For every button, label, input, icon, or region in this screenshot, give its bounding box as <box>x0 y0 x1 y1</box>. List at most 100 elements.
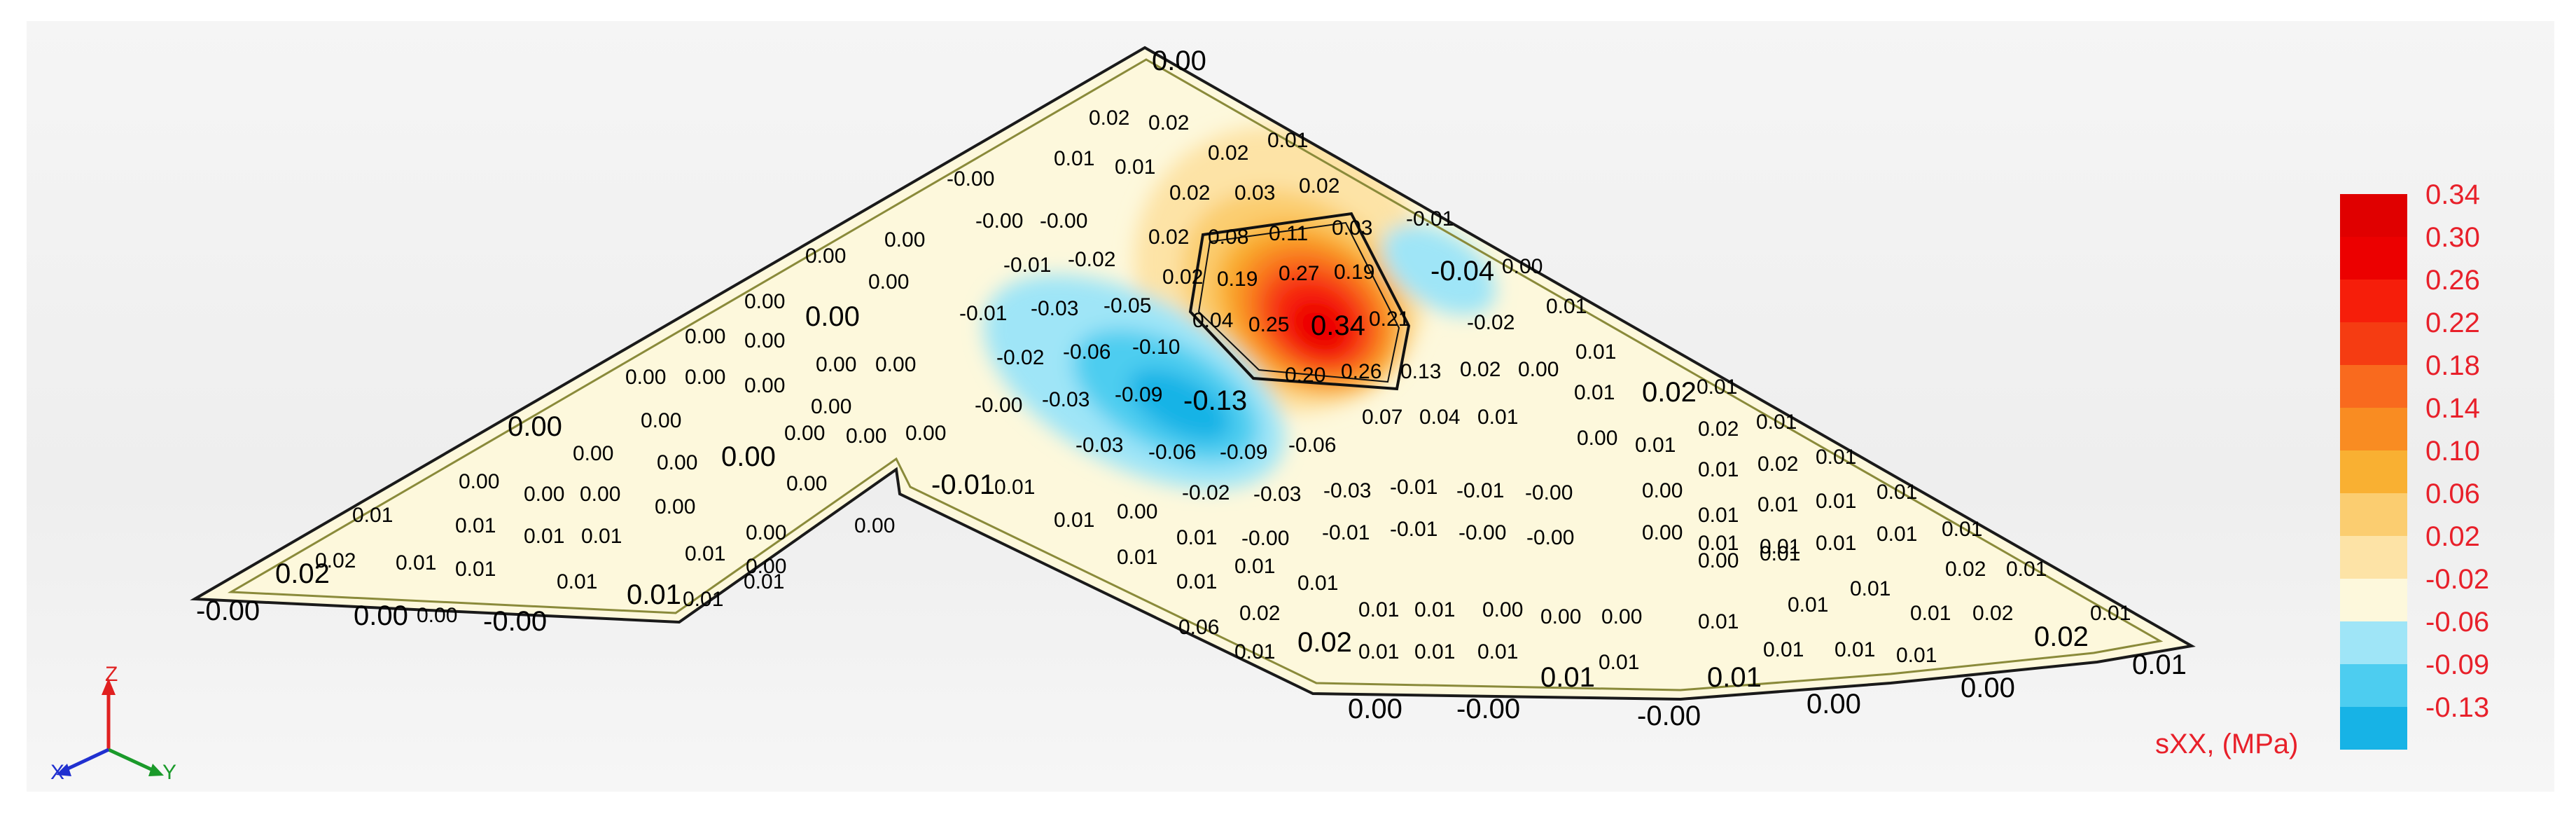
value-label: -0.03 <box>1323 479 1371 502</box>
value-label: 0.01 <box>685 542 725 565</box>
value-label: -0.00 <box>1637 701 1701 731</box>
value-label: 0.01 <box>581 525 622 548</box>
value-label: 0.00 <box>1642 479 1683 502</box>
value-label: 0.01 <box>994 476 1035 499</box>
value-label: 0.00 <box>784 422 825 445</box>
value-label: 0.01 <box>1234 640 1275 663</box>
axis-triad: Z X Y <box>50 663 176 784</box>
value-label: 0.01 <box>1942 518 1982 541</box>
value-label: 0.01 <box>1757 493 1798 516</box>
contour-cool-right <box>1381 224 1496 315</box>
value-label: 0.01 <box>1760 535 1800 558</box>
value-label: 0.02 <box>1297 627 1352 658</box>
value-label: 0.00 <box>1152 46 1206 76</box>
legend-swatch <box>2340 536 2407 579</box>
value-label: 0.02 <box>1148 226 1189 249</box>
value-label: 0.01 <box>1910 602 1951 625</box>
value-label: -0.04 <box>1430 256 1494 287</box>
value-label: 0.01 <box>1540 662 1595 693</box>
value-label: 0.25 <box>1248 313 1289 336</box>
value-label: 0.00 <box>1518 358 1559 381</box>
value-label: -0.01 <box>1406 207 1454 230</box>
value-label: -0.03 <box>1075 434 1123 457</box>
value-label: 0.01 <box>1414 598 1455 621</box>
axis-z-label: Z <box>105 663 118 686</box>
value-label: 0.01 <box>1788 593 1828 617</box>
value-label: -0.01 <box>959 302 1007 325</box>
value-label: 0.11 <box>1269 222 1308 245</box>
legend-title: sXX, (MPa) <box>2155 729 2298 759</box>
value-label: 0.02 <box>1162 266 1203 289</box>
value-label: 0.01 <box>1760 542 1800 565</box>
value-label: 0.00 <box>816 353 856 376</box>
value-label: 0.00 <box>417 604 457 627</box>
value-label: 0.00 <box>846 425 886 448</box>
value-label: 0.00 <box>746 521 786 544</box>
legend-label: 0.14 <box>2425 393 2480 424</box>
value-label: 0.02 <box>315 549 356 572</box>
legend-label: 0.34 <box>2425 179 2480 210</box>
value-label: 0.00 <box>875 353 916 376</box>
value-label: 0.04 <box>1419 406 1460 429</box>
value-label: 0.00 <box>1806 689 1861 720</box>
value-label: 0.01 <box>1850 577 1891 600</box>
value-label: 0.01 <box>1297 572 1338 595</box>
value-label: 0.01 <box>1816 446 1856 469</box>
legend-swatch <box>2340 664 2407 707</box>
value-label: 0.01 <box>1697 376 1737 399</box>
value-label: 0.01 <box>2132 649 2187 680</box>
value-label: 0.00 <box>1117 500 1157 523</box>
value-label: 0.02 <box>1089 106 1129 130</box>
value-label: 0.00 <box>641 409 681 432</box>
value-label: 0.00 <box>1502 255 1543 278</box>
value-label: 0.02 <box>1148 111 1189 135</box>
value-label: 0.02 <box>275 558 330 589</box>
value-label: 0.00 <box>721 441 776 472</box>
value-label: 0.02 <box>1169 181 1210 205</box>
hex-element-inner <box>1197 221 1400 383</box>
legend-swatch <box>2340 493 2407 536</box>
value-label: 0.01 <box>1176 526 1217 549</box>
value-label: 0.00 <box>657 451 697 474</box>
value-label: -0.10 <box>1132 336 1180 359</box>
value-label: 0.00 <box>744 329 785 352</box>
contour-warm-8 <box>1292 302 1348 354</box>
value-label: 0.00 <box>1601 605 1642 628</box>
value-label: 0.06 <box>1178 616 1219 639</box>
value-label: 0.01 <box>1358 598 1399 621</box>
value-label: 0.02 <box>1460 358 1501 381</box>
value-label: 0.01 <box>1756 411 1797 434</box>
value-label: 0.01 <box>1707 662 1762 693</box>
value-label: 0.00 <box>744 374 785 397</box>
value-label: 0.01 <box>1176 570 1217 593</box>
value-label: -0.03 <box>1253 483 1301 506</box>
plate-outline <box>190 46 2196 701</box>
value-label: 0.01 <box>1575 340 1616 364</box>
value-label: 0.01 <box>1834 638 1875 661</box>
value-label: -0.00 <box>1456 694 1520 724</box>
legend-swatch <box>2340 194 2407 237</box>
value-label: -0.00 <box>483 606 547 637</box>
value-label: -0.00 <box>1241 527 1289 550</box>
value-label: 0.26 <box>1341 360 1381 383</box>
value-label: 0.00 <box>685 325 725 348</box>
value-label: 0.20 <box>1285 364 1325 387</box>
plate-inner-outline <box>227 58 2164 691</box>
value-label: -0.00 <box>975 209 1023 233</box>
value-label: 0.01 <box>1234 555 1275 578</box>
value-label: 0.01 <box>1763 638 1804 661</box>
value-label: 0.00 <box>786 472 827 495</box>
value-label: 0.02 <box>1698 418 1739 441</box>
legend-swatch <box>2340 280 2407 322</box>
value-label: 0.00 <box>744 290 785 313</box>
legend-label: 0.10 <box>2425 436 2480 467</box>
value-label: 0.01 <box>1117 546 1157 569</box>
legend-label: 0.30 <box>2425 222 2480 253</box>
value-label: 0.02 <box>1208 142 1248 165</box>
value-label: -0.13 <box>1183 385 1247 416</box>
value-label: 0.01 <box>1816 490 1856 513</box>
legend-label: -0.06 <box>2425 607 2489 638</box>
value-label: -0.03 <box>1042 388 1089 411</box>
legend-label: 0.26 <box>2425 265 2480 296</box>
